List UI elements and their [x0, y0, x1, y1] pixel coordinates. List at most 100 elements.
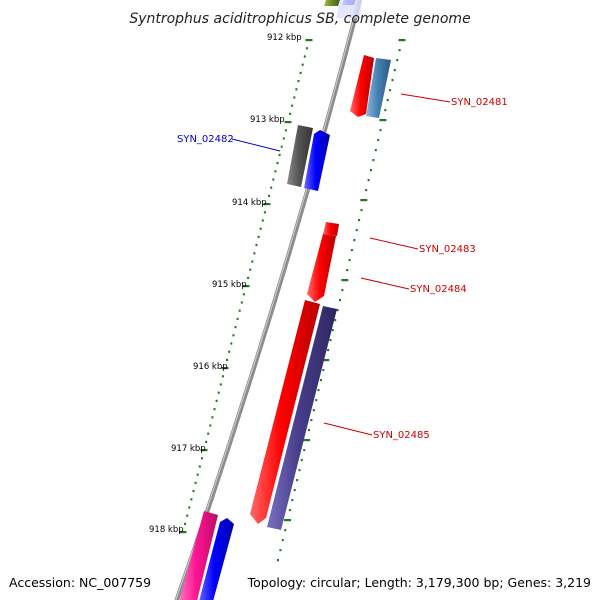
- tick-dot-right: [398, 49, 401, 52]
- tick-dot-left: [242, 285, 250, 288]
- tick-dot-left: [242, 293, 245, 296]
- tick-dot-left: [251, 260, 254, 263]
- tick-dot-left: [194, 481, 197, 484]
- tick-dot-left: [228, 350, 231, 353]
- leader-line-syn02481: [400, 93, 451, 103]
- tick-dot-left: [234, 326, 237, 329]
- leader-line-syn02483: [369, 237, 419, 250]
- gene-arrow-syn02481[interactable]: [350, 55, 374, 117]
- tick-dot-right: [288, 509, 291, 512]
- tick-dot-right: [281, 539, 284, 542]
- tick-marks: [179, 39, 406, 562]
- tick-dot-right: [377, 139, 380, 142]
- tick-dot-right: [293, 489, 296, 492]
- genome-summary-label: Topology: circular; Length: 3,179,300 bp…: [247, 575, 591, 590]
- tick-dot-right: [379, 119, 387, 122]
- gene-arrow-steelblue-02481: [366, 58, 391, 118]
- gene-label-syn02482[interactable]: SYN_02482: [177, 134, 234, 145]
- tick-dot-left: [299, 71, 302, 74]
- leader-line-syn02484: [360, 277, 410, 290]
- tick-label-917: 917 kbp: [171, 444, 206, 454]
- tick-label-915: 915 kbp: [212, 280, 247, 290]
- tick-dot-left: [259, 227, 262, 230]
- tick-dot-right: [360, 199, 368, 202]
- tick-dot-right: [396, 59, 399, 62]
- tick-dot-left: [186, 514, 189, 517]
- tick-dot-left: [200, 457, 203, 460]
- tick-dot-left: [297, 80, 300, 83]
- tick-dot-right: [300, 459, 303, 462]
- leader-line-syn02485: [323, 422, 373, 436]
- tick-dot-left: [211, 416, 214, 419]
- gene-arrow-blue-bottom: [199, 518, 234, 600]
- tick-dot-right: [379, 129, 382, 132]
- tick-dot-right: [358, 219, 361, 222]
- tick-dot-right: [370, 169, 372, 172]
- tick-dot-right: [296, 479, 299, 482]
- tick-dot-left: [282, 137, 285, 140]
- gene-label-syn02484[interactable]: SYN_02484: [410, 284, 467, 295]
- gene-arrow-syn02483[interactable]: [323, 222, 339, 236]
- tick-dot-left: [247, 276, 250, 279]
- tick-dot-left: [179, 531, 187, 534]
- tick-dot-right: [284, 519, 291, 522]
- tick-dot-left: [207, 432, 210, 435]
- tick-dot-right: [334, 319, 337, 322]
- tick-dot-left: [221, 367, 229, 370]
- tick-dot-right: [277, 559, 279, 562]
- tick-dot-left: [221, 375, 224, 378]
- gene-label-syn02485[interactable]: SYN_02485: [373, 430, 430, 441]
- tick-dot-left: [263, 203, 271, 206]
- tick-dot-right: [322, 359, 330, 362]
- gene-arrow-slateblue-02485: [267, 306, 337, 530]
- tick-dot-left: [213, 408, 216, 411]
- tick-dot-right: [339, 299, 341, 302]
- tick-dot-left: [263, 211, 266, 214]
- tick-dot-right: [319, 379, 322, 382]
- leader-line-syn02482: [231, 138, 281, 152]
- tick-dot-left: [209, 424, 212, 427]
- tick-dot-left: [217, 391, 220, 394]
- tick-dot-right: [386, 99, 389, 102]
- tick-dot-right: [374, 149, 377, 152]
- tick-dot-right: [341, 289, 344, 292]
- gene-arrow-syn02484[interactable]: [307, 234, 336, 302]
- tick-dot-right: [391, 79, 394, 82]
- tick-dot-left: [188, 506, 191, 509]
- tick-dot-right: [279, 549, 282, 552]
- tick-label-916: 916 kbp: [193, 362, 228, 372]
- tick-label-912: 912 kbp: [267, 33, 302, 43]
- gene-arrow-lightblue-top: [336, 0, 362, 18]
- gene-label-syn02481[interactable]: SYN_02481: [451, 97, 508, 108]
- tick-dot-right: [355, 229, 358, 232]
- page-title: Syntrophus aciditrophicus SB, complete g…: [129, 11, 470, 27]
- tick-dot-right: [360, 209, 363, 212]
- tick-dot-right: [298, 469, 301, 472]
- tick-dot-right: [384, 109, 387, 112]
- gene-label-syn02483[interactable]: SYN_02483: [419, 244, 476, 255]
- tick-dot-left: [184, 522, 187, 525]
- tick-dot-left: [249, 268, 252, 271]
- tick-dot-right: [346, 269, 349, 272]
- tick-dot-left: [196, 473, 199, 476]
- gene-arrow-pink-bottom: [179, 511, 218, 600]
- tick-dot-left: [276, 162, 279, 165]
- tick-dot-right: [348, 259, 351, 262]
- tick-label-918: 918 kbp: [149, 525, 184, 535]
- tick-dot-left: [226, 358, 229, 361]
- tick-dot-right: [303, 449, 306, 452]
- tick-dot-right: [317, 389, 320, 392]
- tick-dot-left: [284, 129, 287, 132]
- tick-dot-left: [198, 465, 201, 468]
- tick-dot-left: [293, 96, 296, 99]
- tick-dot-left: [278, 153, 281, 156]
- gene-arrow-syn02482[interactable]: [304, 130, 330, 191]
- tick-dot-right: [367, 179, 370, 182]
- tick-dot-right: [393, 69, 396, 72]
- gene-arrow-syn02485[interactable]: [250, 300, 320, 524]
- tick-dot-right: [372, 159, 375, 162]
- tick-dot-left: [215, 399, 218, 402]
- tick-dot-left: [240, 301, 243, 304]
- tick-dot-left: [192, 490, 195, 493]
